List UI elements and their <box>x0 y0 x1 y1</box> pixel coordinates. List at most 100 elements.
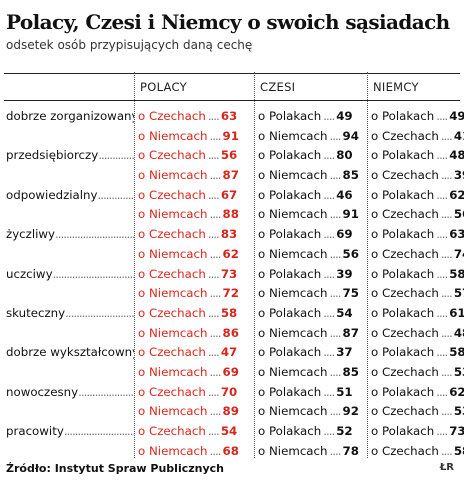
cell-value: 61 <box>449 305 464 320</box>
column-divider-polacy <box>134 72 135 458</box>
cell-polacy: o Niemcach.... 91 <box>138 129 239 143</box>
leader-dots: .... <box>207 345 220 360</box>
cell-value: 58 <box>449 266 464 281</box>
leader-dots: .... <box>329 207 342 222</box>
cell-label: o Niemcach <box>258 443 328 458</box>
cell-value: 52 <box>336 424 353 438</box>
cell-value: 78 <box>342 443 359 458</box>
trait-cell: skuteczny <box>0 304 134 324</box>
cell-czesi: o Polakach.... 52 <box>258 424 353 438</box>
cell-polacy: o Czechach.... 47 <box>138 345 237 359</box>
header-polacy: POLACY <box>140 80 187 94</box>
table-row: życzliwyo Czechach....83o Polakach....69… <box>0 225 464 245</box>
header-niemcy: NIEMCY <box>373 80 419 94</box>
table-row: uczciwyo Czechach....73o Polakach....39o… <box>0 265 464 285</box>
table-row: o Niemcach.... 72 o Niemcach.... 75 o Czecha… <box>0 284 464 304</box>
leader-dots: .... <box>323 305 335 320</box>
cell-niemcy: o Czechach....53 <box>371 365 464 379</box>
cell-value: 75 <box>342 286 359 301</box>
cell-label: o Niemcach <box>258 325 328 340</box>
cell-label: o Polakach <box>371 384 435 399</box>
leader-dots: .... <box>207 187 220 202</box>
cell-value: 67 <box>220 187 238 202</box>
cell-niemcy: o Polakach.... 73 <box>371 424 464 438</box>
cell-value: 51 <box>336 384 353 399</box>
leader-dots: .... <box>209 325 222 340</box>
cell-niemcy: o Czechach....48 <box>371 326 464 340</box>
leader-dots: .... <box>323 109 335 123</box>
leader-dots: .... <box>436 384 448 399</box>
cell-value: 87 <box>342 325 359 340</box>
trait-cell: odpowiedzialny <box>0 186 134 206</box>
cell-label: o Czechach <box>371 404 439 419</box>
leader-dots: .... <box>207 227 220 242</box>
cell-label: o Polakach <box>258 109 322 123</box>
cell-czesi: o Polakach.... 54 <box>258 306 353 320</box>
trait-label: odpowiedzialny <box>6 188 134 202</box>
column-divider-niemcy <box>367 72 368 458</box>
cell-niemcy: o Polakach.... 48 <box>371 148 464 162</box>
trait-cell: dobrze wykształcowny <box>0 343 134 363</box>
cell-niemcy: o Czechach....41 <box>371 129 464 143</box>
cell-label: o Polakach <box>258 424 322 438</box>
chart-subtitle: odsetek osób przypisujących daną cechę <box>6 38 253 52</box>
cell-value: 62 <box>449 187 464 202</box>
leader-dots: .... <box>209 246 222 261</box>
leader-dots: .... <box>207 305 220 320</box>
leader-dots: .... <box>207 266 220 281</box>
cell-value: 39 <box>453 168 464 183</box>
leader-dots: .... <box>329 325 342 340</box>
cell-label: o Czechach <box>371 128 439 143</box>
leader-dots: .... <box>436 305 448 320</box>
cell-value: 53 <box>453 364 464 379</box>
cell-value: 48 <box>449 148 464 163</box>
cell-value: 54 <box>336 305 353 320</box>
table-row: o Niemcach.... 69 o Niemcach.... 85 o Czecha… <box>0 363 464 383</box>
cell-niemcy: o Czechach....74 <box>371 247 464 261</box>
cell-czesi: o Polakach.... 51 <box>258 385 353 399</box>
cell-polacy: o Niemcach.... 69 <box>138 365 239 379</box>
cell-value: 74 <box>453 246 464 261</box>
cell-label: o Czechach <box>138 345 206 360</box>
cell-label: o Niemcach <box>258 246 328 261</box>
table-body: dobrze zorganizowanyo Czechach....63o Po… <box>0 107 464 461</box>
cell-value: 70 <box>220 384 238 399</box>
cell-value: 87 <box>222 168 239 183</box>
header-rule <box>4 100 460 101</box>
cell-niemcy: o Czechach....53 <box>371 404 464 418</box>
cell-czesi: o Niemcach.... 94 <box>258 129 359 143</box>
cell-niemcy: o Polakach.... 63 <box>371 227 464 241</box>
cell-czesi: o Niemcach.... 56 <box>258 247 359 261</box>
cell-label: o Niemcach <box>258 364 328 379</box>
column-divider-czesi <box>254 72 255 458</box>
cell-value: 56 <box>342 246 359 261</box>
cell-label: o Niemcach <box>138 286 208 301</box>
cell-polacy: o Czechach.... 54 <box>138 424 237 438</box>
source-note: Źródło: Instytut Spraw Publicznych <box>6 462 224 475</box>
cell-label: o Czechach <box>138 266 206 281</box>
cell-value: 37 <box>336 345 353 360</box>
table-row: przedsiębiorczyo Czechach....56o Polakac… <box>0 146 464 166</box>
trait-label: uczciwy <box>6 267 134 281</box>
cell-niemcy: o Polakach.... 49 <box>371 109 464 123</box>
leader-dots: .... <box>323 148 335 163</box>
table-row: o Niemcach.... 88 o Niemcach.... 91 o Czecha… <box>0 205 464 225</box>
cell-polacy: o Niemcach.... 88 <box>138 207 239 221</box>
cell-value: 57 <box>453 286 464 301</box>
leader-dots: .... <box>207 148 220 163</box>
chart-title: Polacy, Czesi i Niemcy o swoich sąsiadac… <box>6 10 450 34</box>
leader-dots: .... <box>440 325 453 340</box>
cell-value: 69 <box>336 227 353 242</box>
column-headers: POLACY CZESI NIEMCY <box>0 80 464 96</box>
cell-polacy: o Niemcach.... 86 <box>138 326 239 340</box>
cell-label: o Niemcach <box>258 207 328 222</box>
cell-value: 58 <box>220 305 238 320</box>
cell-label: o Niemcach <box>138 168 208 183</box>
cell-label: o Polakach <box>371 345 435 360</box>
cell-value: 73 <box>220 266 238 281</box>
cell-polacy: o Czechach.... 70 <box>138 385 237 399</box>
cell-label: o Polakach <box>371 187 435 202</box>
leader-dots: .... <box>323 187 335 202</box>
leader-dots: .... <box>209 364 222 379</box>
trait-cell: uczciwy <box>0 265 134 285</box>
